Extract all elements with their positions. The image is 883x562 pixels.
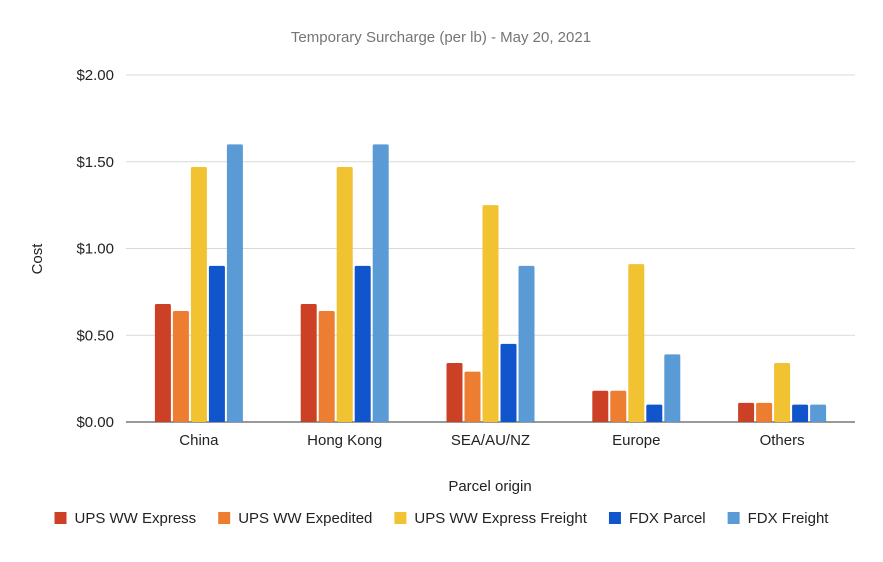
- legend-item: FDX Parcel: [608, 510, 706, 527]
- x-axis-ticks: China Hong Kong SEA/AU/NZ Europe Others: [179, 432, 804, 449]
- legend-label: UPS WW Express: [75, 510, 197, 527]
- legend-swatch: [727, 512, 740, 524]
- y-tick-label: $2.00: [76, 67, 114, 84]
- legend-item: UPS WW Expedited: [218, 510, 372, 527]
- bar: [336, 166, 353, 422]
- legend-label: UPS WW Express Freight: [414, 510, 587, 527]
- bar: [300, 304, 317, 422]
- bar: [372, 144, 389, 422]
- chart-title: Temporary Surcharge (per lb) - May 20, 2…: [291, 29, 591, 46]
- x-tick-label: Hong Kong: [307, 432, 382, 449]
- legend: UPS WW Express UPS WW Expedited UPS WW Exp…: [54, 510, 830, 527]
- bar: [664, 354, 681, 422]
- bar: [774, 363, 791, 422]
- bar: [464, 371, 481, 422]
- x-axis-label: Parcel origin: [448, 478, 531, 495]
- legend-item: FDX Freight: [727, 510, 830, 527]
- y-tick-label: $1.50: [76, 154, 114, 171]
- bar: [646, 404, 663, 422]
- legend-item: UPS WW Express Freight: [394, 510, 588, 527]
- legend-swatch: [54, 512, 67, 524]
- bar: [208, 265, 225, 422]
- bar: [226, 144, 243, 422]
- bar: [190, 166, 207, 422]
- y-axis-ticks: $0.00 $0.50 $1.00 $1.50 $2.00: [76, 67, 114, 431]
- y-tick-label: $1.00: [76, 241, 114, 258]
- legend-swatch: [608, 512, 621, 524]
- x-tick-label: Others: [760, 432, 805, 449]
- x-tick-label: Europe: [612, 432, 660, 449]
- bar: [482, 205, 499, 422]
- legend-swatch: [218, 512, 231, 524]
- bar: [354, 265, 371, 422]
- bar: [628, 264, 645, 422]
- bar: [318, 310, 335, 422]
- legend-swatch: [394, 512, 407, 524]
- x-tick-label: SEA/AU/NZ: [451, 432, 530, 449]
- legend-label: UPS WW Expedited: [238, 510, 372, 527]
- bar: [756, 402, 773, 422]
- bar: [500, 343, 517, 422]
- bar: [810, 404, 827, 422]
- bar: [172, 310, 189, 422]
- bar: [610, 390, 627, 422]
- y-axis-label: Cost: [29, 243, 46, 275]
- x-tick-label: China: [179, 432, 219, 449]
- legend-label: FDX Freight: [748, 510, 830, 527]
- bar: [446, 363, 463, 422]
- bar: [154, 304, 171, 422]
- bar: [792, 404, 809, 422]
- y-tick-label: $0.50: [76, 327, 114, 344]
- bar: [592, 390, 609, 422]
- bar: [518, 265, 535, 422]
- legend-label: FDX Parcel: [629, 510, 706, 527]
- y-tick-label: $0.00: [76, 414, 114, 431]
- legend-item: UPS WW Express: [54, 510, 197, 527]
- bars: [154, 144, 827, 422]
- bar: [738, 402, 755, 422]
